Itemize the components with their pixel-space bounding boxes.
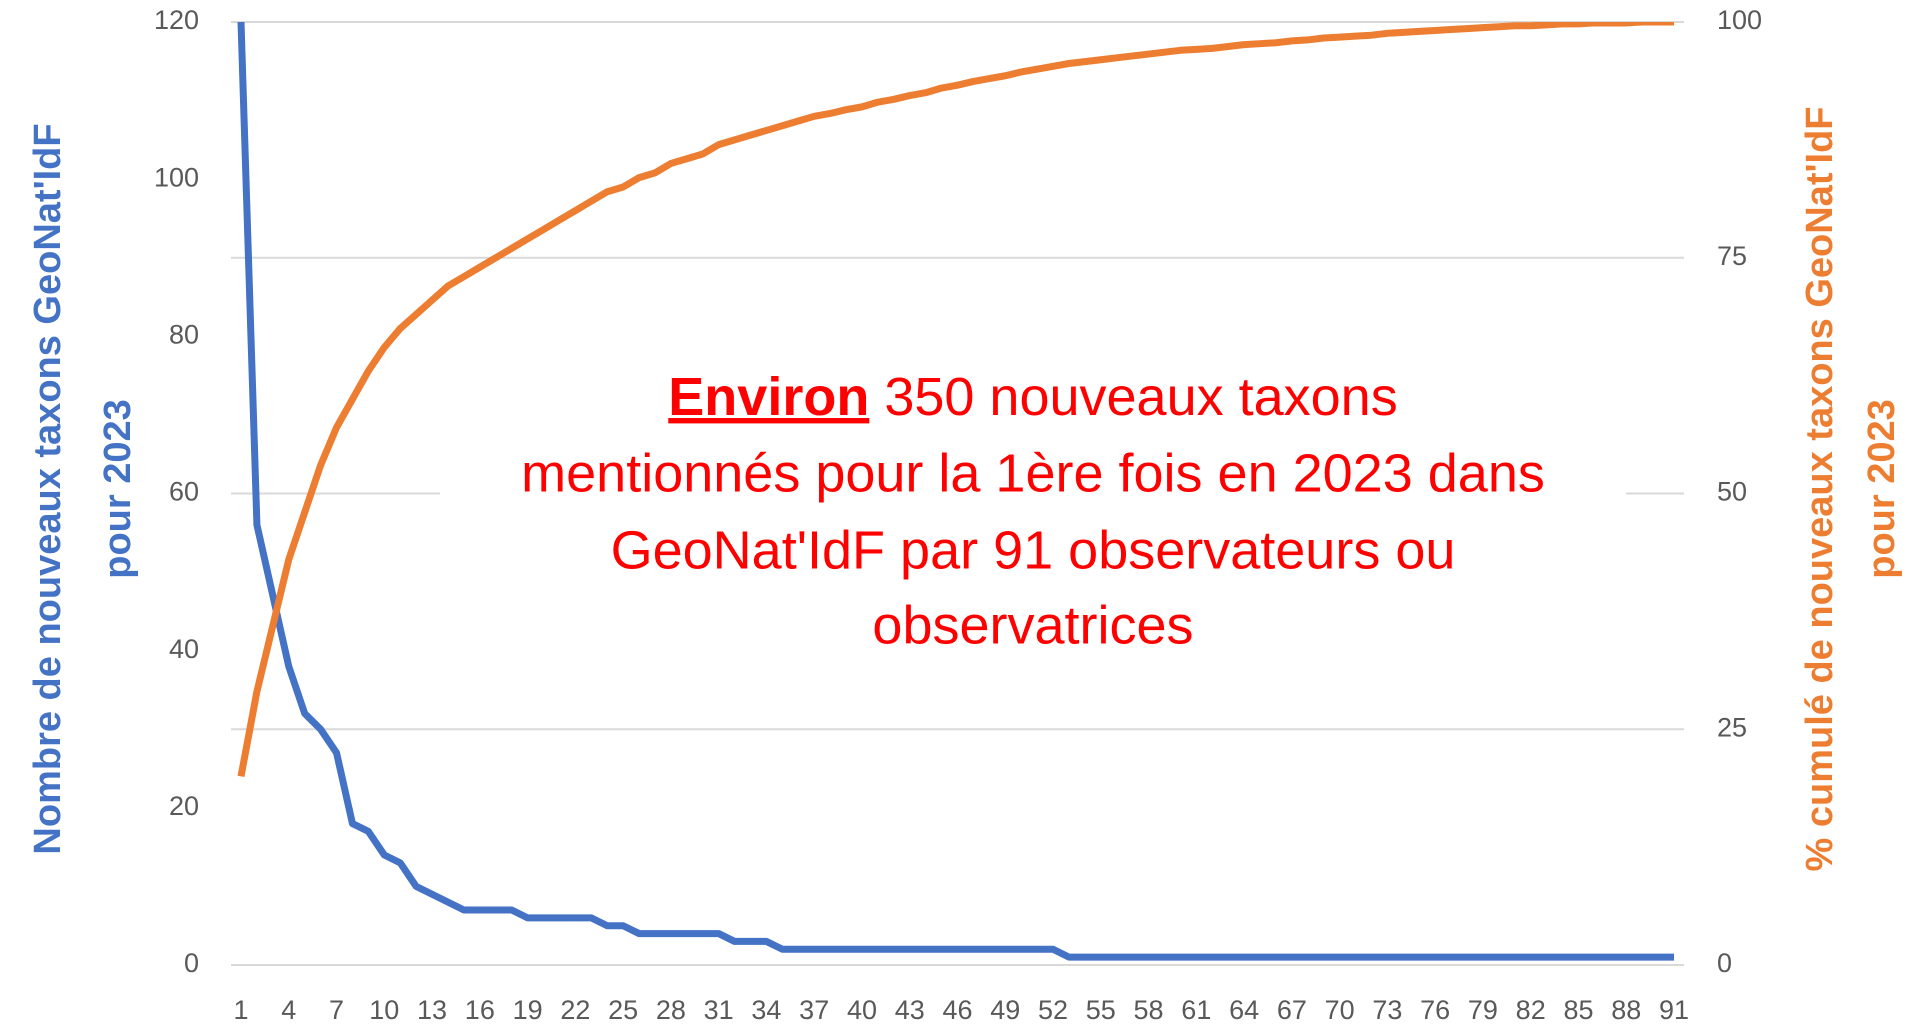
series-line xyxy=(237,22,1674,778)
x-tick-label: 1 xyxy=(233,995,248,1025)
x-tick-label: 31 xyxy=(704,995,734,1025)
y-tick-label: 100 xyxy=(154,162,199,192)
y2-tick-label: 25 xyxy=(1717,712,1747,742)
y-tick-label: 20 xyxy=(169,791,199,821)
x-tick-label: 58 xyxy=(1134,995,1164,1025)
x-tick-label: 82 xyxy=(1516,995,1546,1025)
y-tick-label: 60 xyxy=(169,477,199,507)
x-tick-label: 70 xyxy=(1325,995,1355,1025)
x-tick-label: 7 xyxy=(329,995,344,1025)
x-tick-label: 76 xyxy=(1420,995,1450,1025)
y-tick-label: 0 xyxy=(184,948,199,978)
x-tick-label: 34 xyxy=(751,995,781,1025)
y-tick-label: 120 xyxy=(154,5,199,35)
y2-tick-label: 50 xyxy=(1717,477,1747,507)
x-tick-label: 79 xyxy=(1468,995,1498,1025)
annotation-emphasis: Environ xyxy=(668,367,869,427)
x-tick-label: 52 xyxy=(1038,995,1068,1025)
y2-tick-label: 100 xyxy=(1717,5,1762,35)
x-tick-label: 64 xyxy=(1229,995,1259,1025)
series-line xyxy=(237,22,1674,961)
x-tick-label: 67 xyxy=(1277,995,1307,1025)
y-tick-label: 80 xyxy=(169,319,199,349)
x-tick-label: 19 xyxy=(513,995,543,1025)
x-tick-label: 10 xyxy=(369,995,399,1025)
x-tick-label: 25 xyxy=(608,995,638,1025)
x-tick-label: 49 xyxy=(990,995,1020,1025)
annotation: Environ 350 nouveaux taxons xyxy=(668,367,1397,427)
y-tick-label: 40 xyxy=(169,634,199,664)
y-axis-title-line: pour 2023 xyxy=(97,399,139,579)
x-tick-label: 28 xyxy=(656,995,686,1025)
x-tick-label: 85 xyxy=(1563,995,1593,1025)
x-tick-label: 55 xyxy=(1086,995,1116,1025)
plot xyxy=(237,22,1674,961)
annotation: observatrices xyxy=(872,595,1193,655)
annotation: mentionnés pour la 1ère fois en 2023 dan… xyxy=(521,443,1545,503)
x-tick-label: 13 xyxy=(417,995,447,1025)
y2-tick-label: 0 xyxy=(1717,948,1732,978)
x-tick-label: 16 xyxy=(465,995,495,1025)
annotation-text: 350 nouveaux taxons xyxy=(869,367,1397,427)
y-axis-title-line: Nombre de nouveaux taxons GeoNat'IdF xyxy=(27,123,69,854)
x-tick-label: 46 xyxy=(942,995,972,1025)
y2-axis-title: % cumulé de nouveaux taxons GeoNat'IdF po… xyxy=(1799,107,1903,872)
x-tick-label: 88 xyxy=(1611,995,1641,1025)
x-tick-label: 73 xyxy=(1372,995,1402,1025)
x-tick-label: 4 xyxy=(281,995,296,1025)
x-tick-label: 91 xyxy=(1659,995,1689,1025)
x-tick-label: 43 xyxy=(895,995,925,1025)
x-tick-label: 37 xyxy=(799,995,829,1025)
x-tick-label: 61 xyxy=(1181,995,1211,1025)
annotation-background xyxy=(440,360,1626,670)
y2-axis-title-line: % cumulé de nouveaux taxons GeoNat'IdF xyxy=(1799,107,1841,872)
annotation: GeoNat'IdF par 91 observateurs ou xyxy=(611,520,1456,580)
y2-axis-title-line: pour 2023 xyxy=(1861,399,1903,579)
y2-tick-label: 75 xyxy=(1717,241,1747,271)
y-axis-title: Nombre de nouveaux taxons GeoNat'IdF pour… xyxy=(27,123,139,854)
x-tick-label: 22 xyxy=(560,995,590,1025)
x-tick-label: 40 xyxy=(847,995,877,1025)
